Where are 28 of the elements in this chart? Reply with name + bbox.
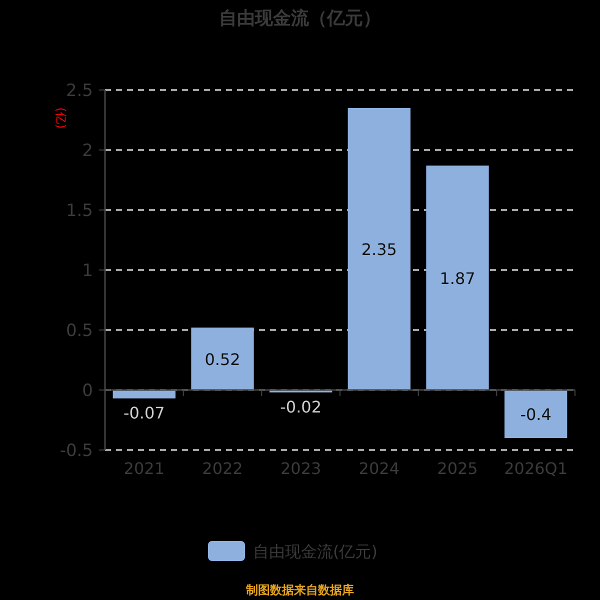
legend-label: 自由现金流(亿元) bbox=[253, 542, 378, 561]
data-label: -0.02 bbox=[280, 397, 322, 416]
bar bbox=[348, 108, 410, 390]
data-label: -0.07 bbox=[123, 403, 165, 422]
y-axis-title: (亿) bbox=[54, 107, 68, 129]
y-tick-label: 1.5 bbox=[66, 201, 93, 221]
y-tick-label: -0.5 bbox=[60, 441, 93, 461]
data-label: 1.87 bbox=[440, 268, 476, 288]
x-tick-label: 2023 bbox=[280, 459, 322, 478]
data-label: 2.35 bbox=[361, 240, 397, 259]
legend-item: 自由现金流(亿元) bbox=[208, 541, 378, 561]
text: 制图数据来自数据库 bbox=[245, 583, 354, 597]
y-tick-label: 2.5 bbox=[66, 81, 93, 101]
x-tick-label: 2025 bbox=[437, 459, 478, 478]
y-tick-label: 2 bbox=[82, 141, 93, 161]
x-tick-label: 2022 bbox=[202, 459, 243, 478]
chart-title: 自由现金流（亿元） bbox=[219, 8, 381, 29]
bar bbox=[191, 328, 254, 390]
bar bbox=[504, 390, 568, 438]
bar bbox=[426, 166, 489, 390]
data-label: 0.52 bbox=[204, 350, 240, 369]
y-tick-label: 1 bbox=[82, 261, 93, 281]
x-tick-label: 2021 bbox=[124, 459, 165, 478]
y-tick-label: 0 bbox=[82, 381, 93, 401]
y-tick-label: 0.5 bbox=[66, 321, 93, 341]
data-label: -0.4 bbox=[520, 405, 552, 424]
x-tick-label: 2026Q1 bbox=[504, 459, 568, 478]
x-tick-label: 2024 bbox=[358, 459, 400, 478]
